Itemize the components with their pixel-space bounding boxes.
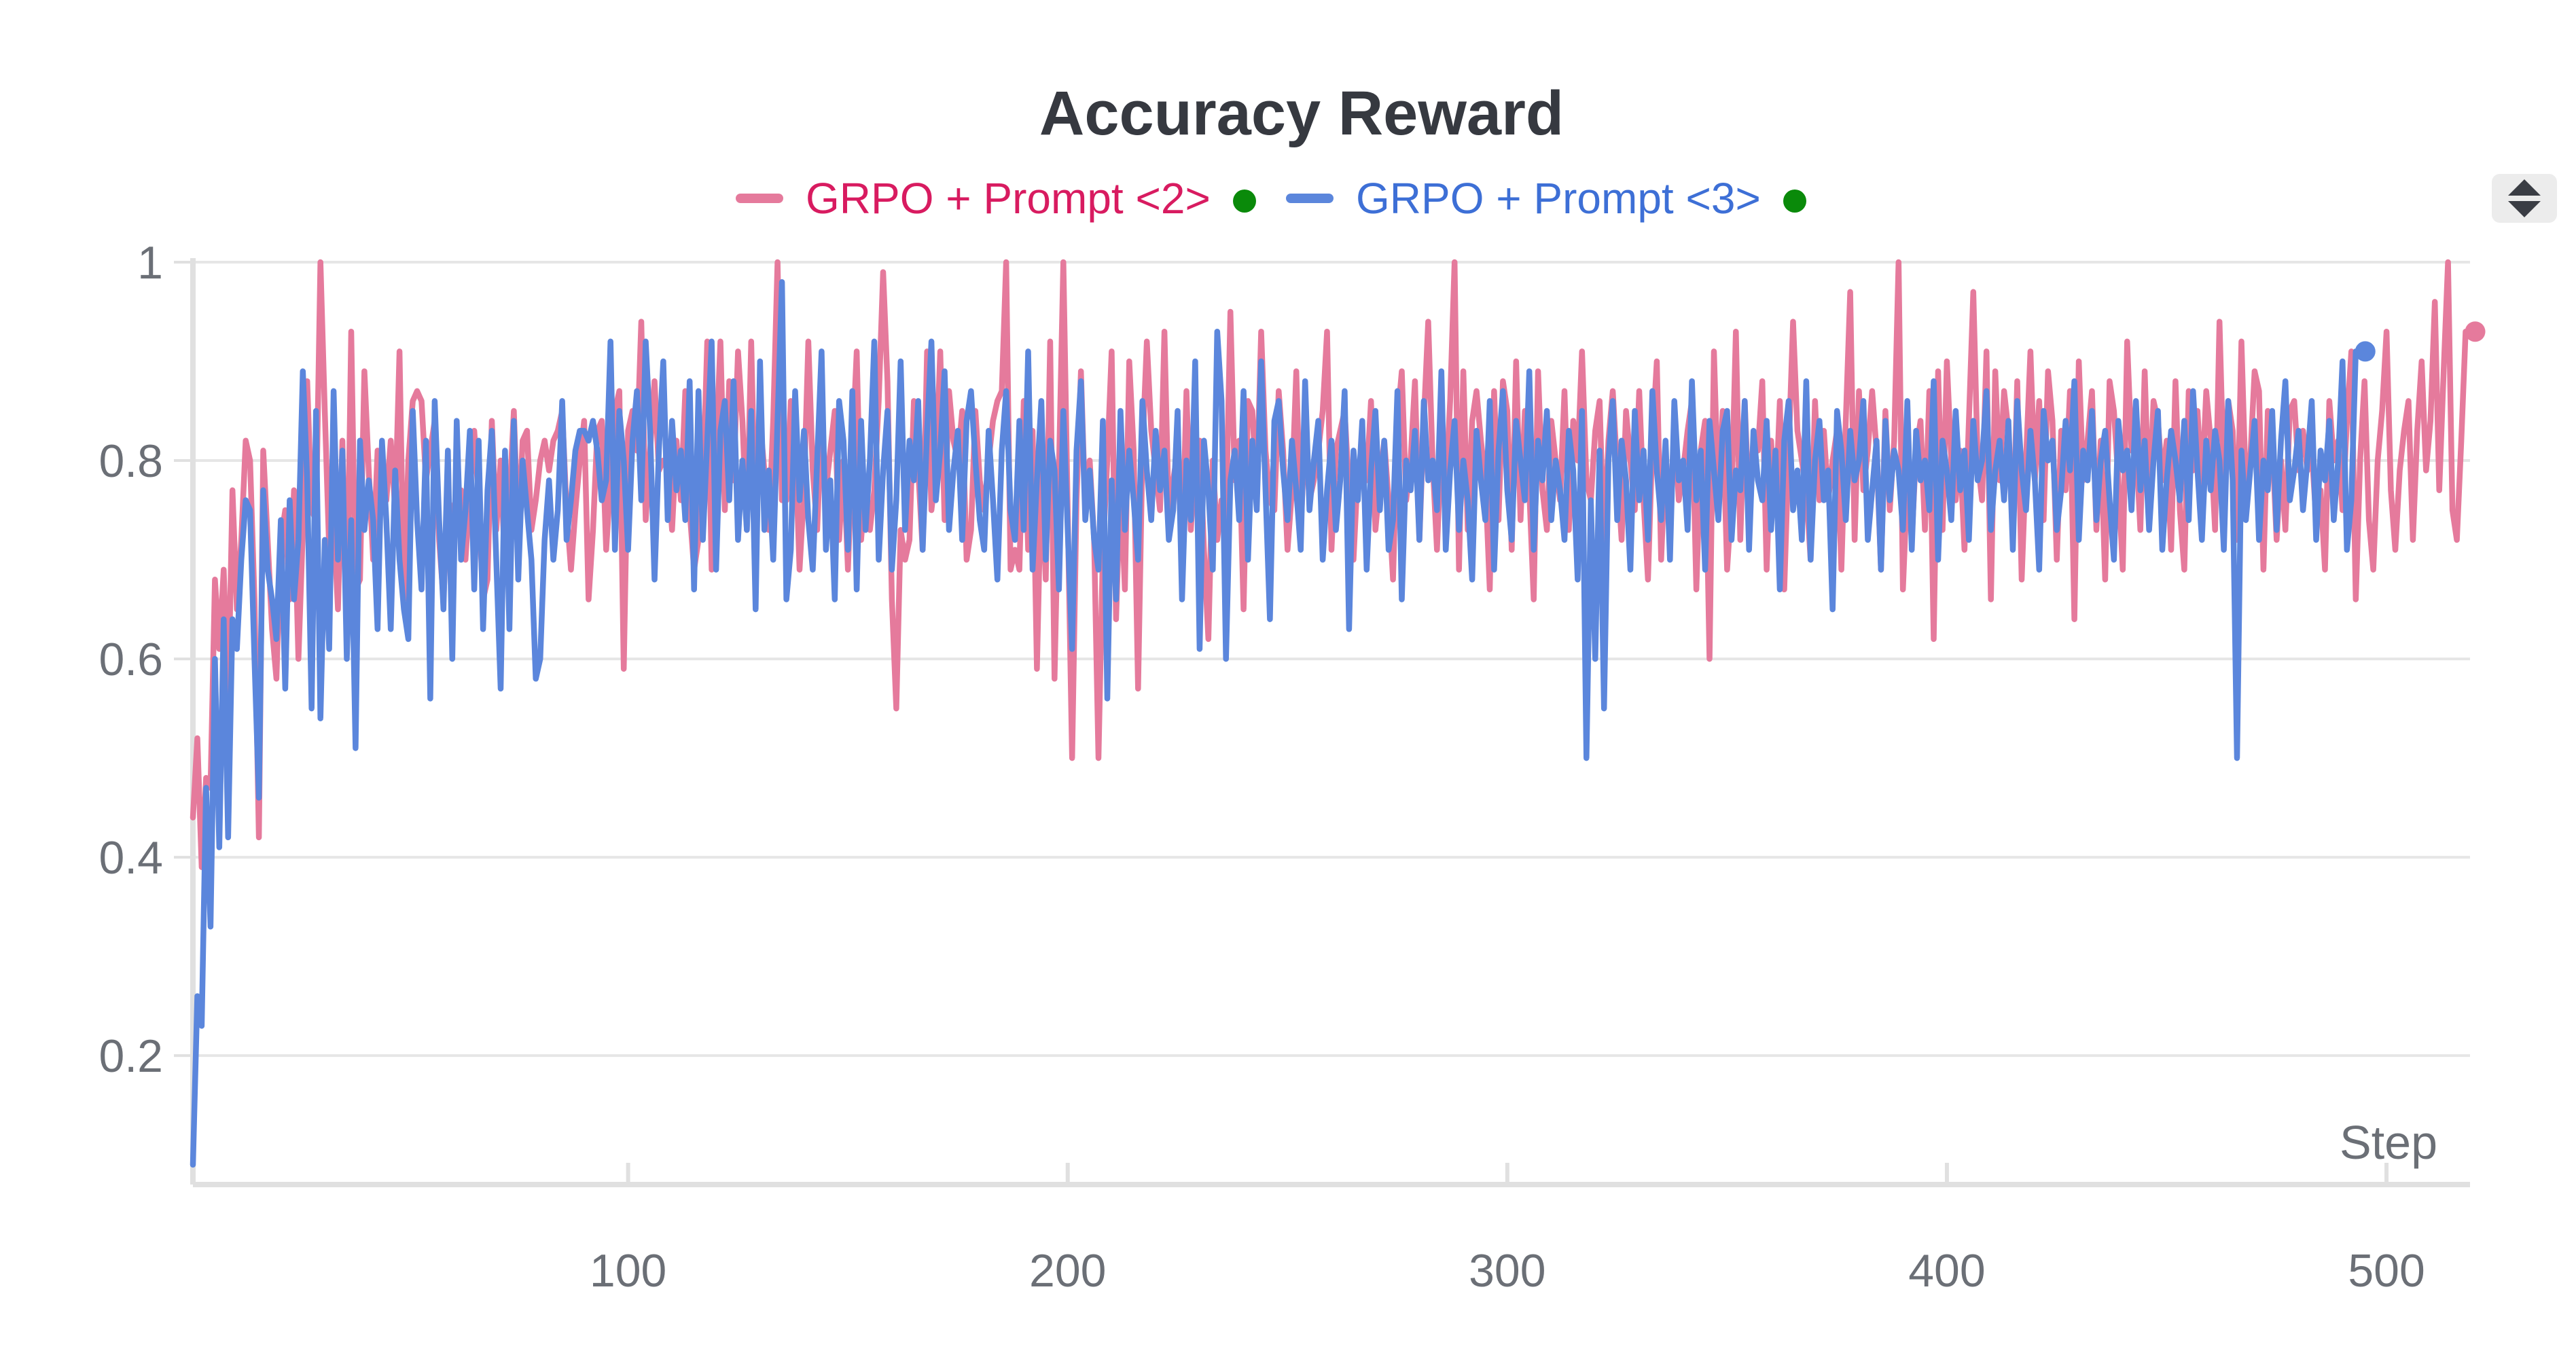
legend-label: GRPO + Prompt <2> bbox=[806, 174, 1211, 223]
tick-labels: 0.2 0.4 0.6 0.8 1 100 200 300 400 500 bbox=[99, 237, 2425, 1297]
series-line-2 bbox=[190, 278, 2359, 1168]
legend[interactable]: GRPO + Prompt <2> GRPO + Prompt <3> bbox=[736, 174, 1806, 223]
down-arrow-icon[interactable] bbox=[2508, 201, 2541, 217]
x-tick-label: 400 bbox=[1908, 1245, 1985, 1297]
y-tick-label: 0.6 bbox=[99, 634, 163, 685]
x-tick-label: 100 bbox=[590, 1245, 666, 1297]
run-status-dot bbox=[1783, 190, 1806, 213]
x-axis-label: Step bbox=[2340, 1116, 2437, 1169]
legend-label: GRPO + Prompt <3> bbox=[1356, 174, 1761, 223]
plot-area bbox=[190, 259, 2469, 1168]
series-end-marker-2 bbox=[2355, 341, 2376, 362]
x-tick-label: 200 bbox=[1029, 1245, 1106, 1297]
y-tick-label: 0.8 bbox=[99, 435, 163, 487]
legend-scroll-box[interactable] bbox=[2492, 174, 2557, 223]
x-tick-label: 500 bbox=[2348, 1245, 2425, 1297]
run-status-dot bbox=[1233, 190, 1256, 213]
legend-item-2[interactable]: GRPO + Prompt <3> bbox=[1286, 174, 1806, 223]
x-tick-label: 300 bbox=[1469, 1245, 1545, 1297]
legend-scroll-control[interactable] bbox=[2492, 174, 2557, 223]
axes bbox=[174, 258, 2470, 1187]
up-arrow-icon[interactable] bbox=[2508, 179, 2541, 196]
series-endpoints bbox=[2355, 321, 2486, 362]
series-end-marker-1 bbox=[2465, 321, 2486, 342]
y-tick-label: 0.4 bbox=[99, 832, 163, 884]
legend-item-1[interactable]: GRPO + Prompt <2> bbox=[736, 174, 1256, 223]
y-tick-label: 0.2 bbox=[99, 1030, 163, 1082]
chart-title: Accuracy Reward bbox=[1039, 79, 1564, 148]
y-tick-label: 1 bbox=[137, 237, 163, 289]
